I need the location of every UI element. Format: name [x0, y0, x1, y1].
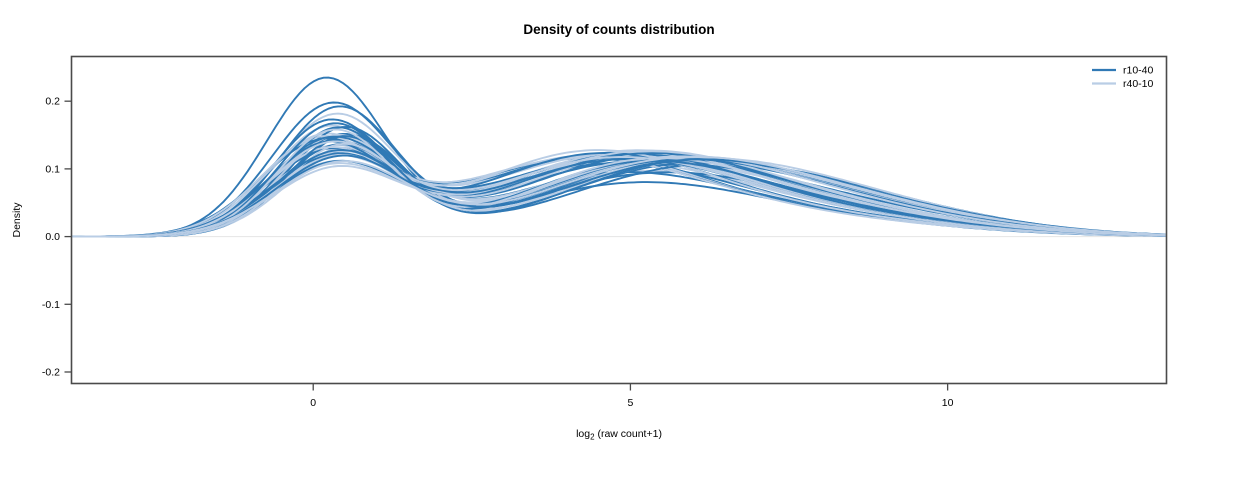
- y-axis: -0.2 -0.1 0.0 0.1 0.2: [42, 96, 72, 378]
- x-tick-label: 10: [942, 397, 954, 409]
- density-curves: [71, 76, 1167, 238]
- x-axis-label: log2 (raw count+1): [576, 428, 662, 442]
- y-tick-label: 0.2: [45, 96, 60, 108]
- x-axis-label-subscript: 2: [590, 433, 595, 442]
- density-curve-r40-10: [71, 155, 1167, 238]
- x-tick-label: 5: [627, 397, 633, 409]
- x-axis-label-base: log: [576, 428, 590, 440]
- legend-label-r10-40: r10-40: [1123, 65, 1154, 77]
- density-curve-r40-10: [71, 128, 1167, 238]
- y-tick-label: 0.1: [45, 163, 60, 175]
- chart-title: Density of counts distribution: [523, 22, 714, 37]
- legend-label-r40-10: r40-10: [1123, 78, 1154, 90]
- y-tick-label: -0.1: [42, 299, 60, 311]
- y-tick-label: 0.0: [45, 231, 60, 243]
- x-axis: 0 5 10: [310, 383, 954, 409]
- y-axis-label: Density: [11, 202, 23, 238]
- x-axis-label-rest: (raw count+1): [595, 428, 662, 440]
- x-tick-label: 0: [310, 397, 316, 409]
- plot-border: [70, 55, 1168, 385]
- y-tick-label: -0.2: [42, 366, 60, 378]
- density-curve-r10-40: [71, 154, 1167, 238]
